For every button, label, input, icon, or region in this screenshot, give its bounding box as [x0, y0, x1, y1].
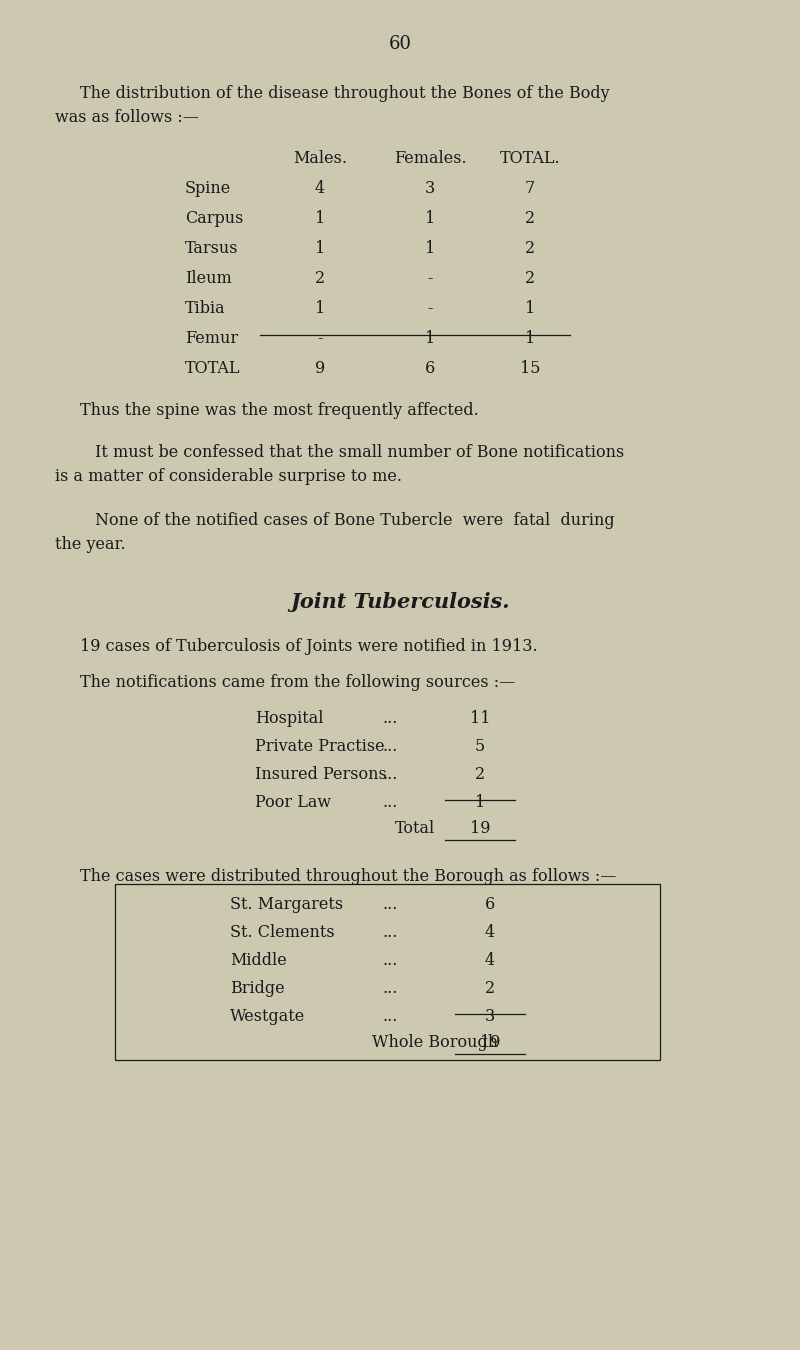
- Text: 7: 7: [525, 180, 535, 197]
- Text: Total: Total: [395, 819, 435, 837]
- Text: Tibia: Tibia: [185, 300, 226, 317]
- Bar: [115, 884, 660, 1060]
- Text: 6: 6: [425, 360, 435, 377]
- Text: ...: ...: [382, 765, 398, 783]
- Text: 2: 2: [525, 240, 535, 256]
- Text: Males.: Males.: [293, 150, 347, 167]
- Text: Whole Borough: Whole Borough: [372, 1034, 498, 1052]
- Text: 5: 5: [475, 738, 485, 755]
- Text: Spine: Spine: [185, 180, 231, 197]
- Text: ...: ...: [382, 1008, 398, 1025]
- Text: Ileum: Ileum: [185, 270, 232, 288]
- Text: Westgate: Westgate: [230, 1008, 306, 1025]
- Text: Hospital: Hospital: [255, 710, 323, 728]
- Text: the year.: the year.: [55, 536, 126, 554]
- Text: 2: 2: [315, 270, 325, 288]
- Text: 3: 3: [425, 180, 435, 197]
- Text: 4: 4: [485, 952, 495, 969]
- Text: TOTAL.: TOTAL.: [500, 150, 560, 167]
- Text: 15: 15: [520, 360, 540, 377]
- Text: Bridge: Bridge: [230, 980, 285, 998]
- Text: 2: 2: [525, 270, 535, 288]
- Text: 1: 1: [315, 240, 325, 256]
- Text: -: -: [427, 300, 433, 317]
- Text: Private Practise: Private Practise: [255, 738, 385, 755]
- Text: 19: 19: [470, 819, 490, 837]
- Text: The cases were distributed throughout the Borough as follows :—: The cases were distributed throughout th…: [80, 868, 616, 886]
- Text: ...: ...: [382, 794, 398, 811]
- Text: Females.: Females.: [394, 150, 466, 167]
- Text: Insured Persons: Insured Persons: [255, 765, 386, 783]
- Text: None of the notified cases of Bone Tubercle  were  fatal  during: None of the notified cases of Bone Tuber…: [95, 512, 614, 529]
- Text: 1: 1: [425, 240, 435, 256]
- Text: It must be confessed that the small number of Bone notifications: It must be confessed that the small numb…: [95, 444, 624, 460]
- Text: ...: ...: [382, 738, 398, 755]
- Text: 2: 2: [485, 980, 495, 998]
- Text: 1: 1: [525, 300, 535, 317]
- Text: Joint Tuberculosis.: Joint Tuberculosis.: [290, 593, 510, 612]
- Text: Carpus: Carpus: [185, 211, 243, 227]
- Text: Thus the spine was the most frequently affected.: Thus the spine was the most frequently a…: [80, 402, 478, 418]
- Text: ...: ...: [382, 980, 398, 998]
- Text: ...: ...: [382, 923, 398, 941]
- Text: 19 cases of Tuberculosis of Joints were notified in 1913.: 19 cases of Tuberculosis of Joints were …: [80, 639, 538, 655]
- Text: 11: 11: [470, 710, 490, 728]
- Text: 1: 1: [525, 329, 535, 347]
- Text: Tarsus: Tarsus: [185, 240, 238, 256]
- Text: 9: 9: [315, 360, 325, 377]
- Text: 4: 4: [485, 923, 495, 941]
- Text: 2: 2: [475, 765, 485, 783]
- Text: 1: 1: [475, 794, 485, 811]
- Text: 1: 1: [315, 211, 325, 227]
- Text: Femur: Femur: [185, 329, 238, 347]
- Text: 4: 4: [315, 180, 325, 197]
- Text: St. Margarets: St. Margarets: [230, 896, 343, 913]
- Text: Middle: Middle: [230, 952, 286, 969]
- Text: -: -: [427, 270, 433, 288]
- Text: The notifications came from the following sources :—: The notifications came from the followin…: [80, 674, 515, 691]
- Text: 1: 1: [315, 300, 325, 317]
- Text: ...: ...: [382, 896, 398, 913]
- Text: ...: ...: [382, 952, 398, 969]
- Text: ...: ...: [382, 710, 398, 728]
- Text: TOTAL: TOTAL: [185, 360, 241, 377]
- Text: 1: 1: [425, 329, 435, 347]
- Text: 3: 3: [485, 1008, 495, 1025]
- Text: 1: 1: [425, 211, 435, 227]
- Text: is a matter of considerable surprise to me.: is a matter of considerable surprise to …: [55, 468, 402, 485]
- Text: St. Clements: St. Clements: [230, 923, 334, 941]
- Text: 6: 6: [485, 896, 495, 913]
- Text: 2: 2: [525, 211, 535, 227]
- Text: 19: 19: [480, 1034, 500, 1052]
- Text: 60: 60: [389, 35, 411, 53]
- Text: The distribution of the disease throughout the Bones of the Body: The distribution of the disease througho…: [80, 85, 610, 103]
- Text: -: -: [318, 329, 322, 347]
- Text: Poor Law: Poor Law: [255, 794, 331, 811]
- Text: was as follows :—: was as follows :—: [55, 109, 199, 126]
